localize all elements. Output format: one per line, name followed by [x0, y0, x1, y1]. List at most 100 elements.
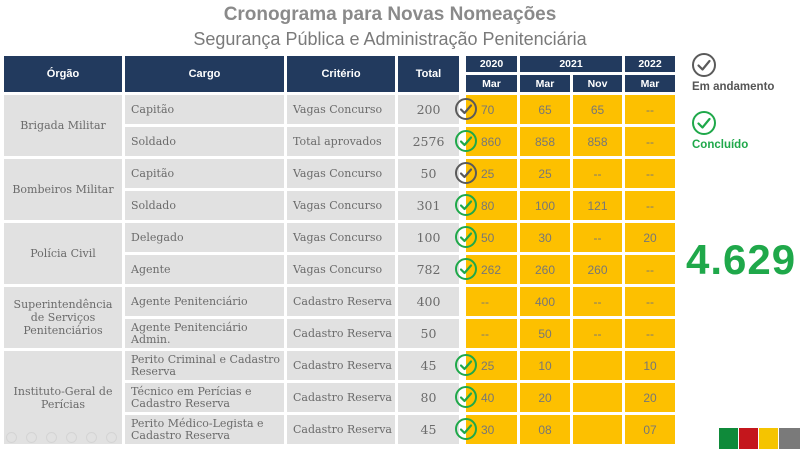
value-2022-mar-cell: --	[625, 127, 675, 156]
value-2021-nov-cell	[573, 383, 622, 412]
slide-next-control[interactable]	[26, 432, 37, 443]
value-2020-mar-cell: 80	[466, 191, 517, 220]
orgao-cell: Polícia Civil	[4, 223, 122, 284]
value-2020-mar-cell: 25	[466, 351, 517, 380]
value-2021-nov-cell	[573, 415, 622, 444]
total-cell: 2576	[398, 127, 459, 156]
value-2022-mar-cell: --	[625, 95, 675, 124]
criterio-cell: Cadastro Reserva	[287, 415, 395, 444]
total-cell: 400	[398, 287, 459, 316]
value-2021-mar-cell: 30	[520, 223, 570, 252]
total-cell: 100	[398, 223, 459, 252]
value-2022-mar-cell: --	[625, 159, 675, 188]
value-2020-mar-cell: 25	[466, 159, 517, 188]
criterio-cell: Total aprovados	[287, 127, 395, 156]
flag-gray-stripe	[779, 428, 800, 449]
slide-menu-control[interactable]	[86, 432, 97, 443]
page-subtitle: Segurança Pública e Administração Penite…	[193, 29, 587, 49]
month-2020-mar-header: Mar	[466, 75, 517, 92]
header-criterio: Critério	[287, 56, 395, 92]
criterio-cell: Vagas Concurso	[287, 95, 395, 124]
grand-total: 4.629	[686, 236, 797, 283]
total-cell: 301	[398, 191, 459, 220]
value-2020-mar-cell: 262	[466, 255, 517, 284]
slide-more-control[interactable]	[106, 432, 117, 443]
concluded-check-icon	[455, 418, 477, 440]
value-2021-nov-cell: --	[573, 159, 622, 188]
header-total: Total	[398, 56, 459, 92]
in-progress-check-icon	[455, 162, 477, 184]
value-2021-nov-cell	[573, 351, 622, 380]
concluded-check-icon	[455, 130, 477, 152]
cargo-cell: Delegado	[125, 223, 284, 252]
value-2022-mar-cell: 07	[625, 415, 675, 444]
criterio-cell: Vagas Concurso	[287, 191, 395, 220]
slide-pen-control[interactable]	[46, 432, 57, 443]
flag-yellow-stripe	[759, 428, 778, 449]
concluded-check-icon	[455, 258, 477, 280]
value-2021-nov-cell: --	[573, 287, 622, 316]
total-cell: 80	[398, 383, 459, 412]
value-2021-mar-cell: 260	[520, 255, 570, 284]
in-progress-check-icon	[455, 98, 477, 120]
cargo-cell: Perito Médico-Legista e Cadastro Reserva	[125, 415, 284, 444]
value-2021-mar-cell: 858	[520, 127, 570, 156]
cargo-cell: Agente Penitenciário	[125, 287, 284, 316]
concluded-check-icon	[455, 226, 477, 248]
done-legend-label: Concluído	[692, 139, 749, 151]
flag-red-stripe	[739, 428, 758, 449]
total-cell: 782	[398, 255, 459, 284]
cargo-cell: Agente	[125, 255, 284, 284]
concluded-check-icon	[455, 354, 477, 376]
total-cell: 45	[398, 351, 459, 380]
month-2022-mar-header: Mar	[625, 75, 675, 92]
value-2022-mar-cell: --	[625, 319, 675, 348]
concluded-check-icon	[455, 386, 477, 408]
cargo-cell: Soldado	[125, 127, 284, 156]
in-progress-legend-icon	[692, 53, 716, 77]
criterio-cell: Cadastro Reserva	[287, 383, 395, 412]
header-cargo: Cargo	[125, 56, 284, 92]
total-cell: 50	[398, 159, 459, 188]
value-2022-mar-cell: 10	[625, 351, 675, 380]
criterio-cell: Cadastro Reserva	[287, 351, 395, 380]
year-2021-header: 2021	[520, 56, 622, 72]
in-progress-legend-label: Em andamento	[692, 81, 775, 93]
year-2020-header: 2020	[466, 56, 517, 72]
cargo-cell: Soldado	[125, 191, 284, 220]
value-2021-mar-cell: 100	[520, 191, 570, 220]
value-2021-mar-cell: 65	[520, 95, 570, 124]
value-2021-nov-cell: 121	[573, 191, 622, 220]
year-2022-header: 2022	[625, 56, 675, 72]
cargo-cell: Agente Penitenciário Admin.	[125, 319, 284, 348]
criterio-cell: Vagas Concurso	[287, 223, 395, 252]
value-2021-mar-cell: 10	[520, 351, 570, 380]
value-2021-mar-cell: 400	[520, 287, 570, 316]
flag-green-stripe	[719, 428, 738, 449]
month-2021-nov-header: Nov	[573, 75, 622, 92]
value-2021-mar-cell: 25	[520, 159, 570, 188]
value-2022-mar-cell: 20	[625, 223, 675, 252]
concluded-check-icon	[455, 194, 477, 216]
page-title: Cronograma para Novas Nomeações	[223, 4, 557, 25]
orgao-cell: Superintendência de Serviços Penitenciár…	[4, 287, 122, 348]
cargo-cell: Técnico em Perícias e Cadastro Reserva	[125, 383, 284, 412]
value-2021-nov-cell: 260	[573, 255, 622, 284]
value-2021-mar-cell: 20	[520, 383, 570, 412]
slide-prev-control[interactable]	[6, 432, 17, 443]
month-2021-mar-header: Mar	[520, 75, 570, 92]
done-legend-icon	[692, 111, 716, 135]
value-2021-nov-cell: 858	[573, 127, 622, 156]
value-2020-mar-cell: 30	[466, 415, 517, 444]
slide-zoom-control[interactable]	[66, 432, 77, 443]
criterio-cell: Cadastro Reserva	[287, 319, 395, 348]
value-2020-mar-cell: 40	[466, 383, 517, 412]
total-cell: 200	[398, 95, 459, 124]
value-2020-mar-cell: 70	[466, 95, 517, 124]
cargo-cell: Capitão	[125, 95, 284, 124]
value-2022-mar-cell: 20	[625, 383, 675, 412]
value-2021-mar-cell: 50	[520, 319, 570, 348]
value-2020-mar-cell: --	[466, 287, 517, 316]
value-2021-nov-cell: --	[573, 223, 622, 252]
value-2020-mar-cell: 50	[466, 223, 517, 252]
